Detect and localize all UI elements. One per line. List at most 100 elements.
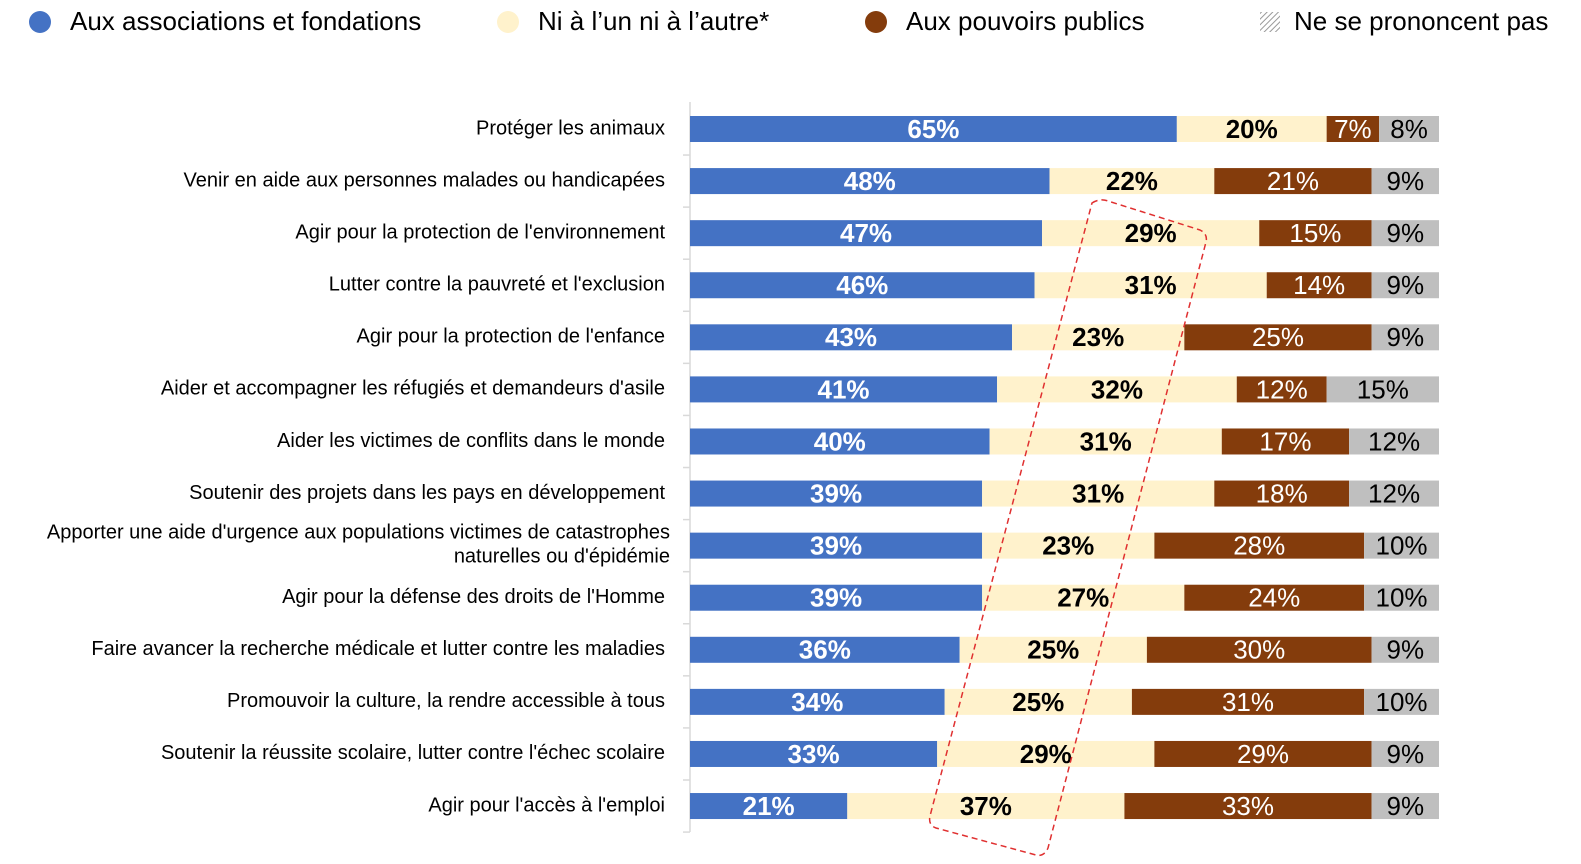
value-label: 29% bbox=[1020, 739, 1072, 769]
category-label: Faire avancer la recherche médicale et l… bbox=[91, 638, 665, 660]
value-label: 9% bbox=[1387, 166, 1425, 196]
legend-label: Ne se prononcent pas bbox=[1294, 6, 1548, 36]
bar-segment bbox=[690, 272, 1035, 299]
value-label: 30% bbox=[1233, 635, 1285, 665]
value-label: 37% bbox=[960, 791, 1012, 821]
legend: Aux associations et fondations Ni à l’un … bbox=[29, 6, 1548, 36]
category-label: Venir en aide aux personnes malades ou h… bbox=[184, 169, 665, 191]
value-label: 40% bbox=[814, 426, 866, 456]
bar-segment bbox=[690, 740, 938, 767]
category-label: Soutenir des projets dans les pays en dé… bbox=[189, 482, 665, 504]
axis-ticks bbox=[683, 154, 690, 833]
value-label: 25% bbox=[1027, 635, 1079, 665]
bar-segment bbox=[1154, 532, 1365, 559]
value-label: 39% bbox=[810, 531, 862, 561]
category-label: Promouvoir la culture, la rendre accessi… bbox=[227, 690, 665, 712]
bar-segment bbox=[1371, 220, 1439, 247]
value-label: 46% bbox=[836, 270, 888, 300]
highlight-annotation bbox=[928, 199, 1208, 857]
value-label: 9% bbox=[1387, 635, 1425, 665]
category-label: Agir pour la protection de l'enfance bbox=[357, 326, 665, 348]
value-label: 17% bbox=[1259, 426, 1311, 456]
bar-segment bbox=[690, 688, 945, 715]
value-label: 28% bbox=[1233, 531, 1285, 561]
legend-swatch bbox=[29, 11, 51, 33]
bar-segment bbox=[1214, 168, 1372, 195]
bar-segment bbox=[1184, 584, 1365, 611]
value-label: 10% bbox=[1376, 687, 1428, 717]
bar-segment bbox=[690, 376, 998, 403]
value-label: 39% bbox=[810, 583, 862, 613]
value-label: 32% bbox=[1091, 374, 1143, 404]
value-label: 23% bbox=[1042, 531, 1094, 561]
value-label: 8% bbox=[1390, 114, 1428, 144]
legend-label: Aux pouvoirs publics bbox=[906, 6, 1144, 36]
value-label: 10% bbox=[1376, 531, 1428, 561]
legend-label: Aux associations et fondations bbox=[70, 6, 421, 36]
value-label: 31% bbox=[1072, 478, 1124, 508]
bar-segment bbox=[690, 480, 983, 507]
bar-segment bbox=[1012, 324, 1185, 351]
value-label: 24% bbox=[1248, 583, 1300, 613]
bar-segment bbox=[1184, 324, 1372, 351]
bar-segment bbox=[1371, 324, 1439, 351]
legend-label: Ni à l’un ni à l’autre* bbox=[538, 6, 769, 36]
value-label: 14% bbox=[1293, 270, 1345, 300]
bar-segment bbox=[1176, 116, 1327, 142]
value-label: 10% bbox=[1376, 583, 1428, 613]
category-label: Aider et accompagner les réfugiés et dem… bbox=[161, 378, 665, 400]
bar-segment bbox=[1349, 480, 1439, 507]
bar-segment bbox=[1364, 532, 1439, 559]
value-label: 9% bbox=[1387, 322, 1425, 352]
value-label: 43% bbox=[825, 322, 877, 352]
bar-segment bbox=[1371, 740, 1439, 767]
bar-segment bbox=[690, 793, 848, 820]
value-label: 9% bbox=[1387, 218, 1425, 248]
value-label: 15% bbox=[1289, 218, 1341, 248]
bar-segment bbox=[1049, 168, 1215, 195]
bars: Protéger les animaux 65% 20% 7% 8% Venir en a… bbox=[47, 114, 1439, 821]
bar-segment bbox=[690, 532, 983, 559]
bar-segment bbox=[982, 532, 1155, 559]
value-label: 27% bbox=[1057, 583, 1109, 613]
bar-segment bbox=[1371, 793, 1439, 820]
value-label: 15% bbox=[1357, 374, 1409, 404]
bar-segment bbox=[1124, 793, 1372, 820]
bar-segment bbox=[1371, 168, 1439, 195]
bar-segment bbox=[1379, 116, 1439, 142]
bar-segment bbox=[1326, 116, 1380, 142]
bar-segment bbox=[1364, 584, 1439, 611]
value-label: 34% bbox=[791, 687, 843, 717]
value-label: 31% bbox=[1222, 687, 1274, 717]
value-label: 9% bbox=[1387, 739, 1425, 769]
bar-segment bbox=[997, 376, 1237, 403]
value-label: 9% bbox=[1387, 270, 1425, 300]
value-label: 12% bbox=[1368, 426, 1420, 456]
value-label: 18% bbox=[1256, 478, 1308, 508]
value-label: 12% bbox=[1368, 478, 1420, 508]
bar-segment bbox=[690, 584, 983, 611]
bar-segment bbox=[959, 636, 1147, 663]
category-label: Agir pour la défense des droits de l'Hom… bbox=[282, 586, 665, 608]
value-label: 47% bbox=[840, 218, 892, 248]
value-label: 29% bbox=[1237, 739, 1289, 769]
value-label: 41% bbox=[818, 374, 870, 404]
value-label: 23% bbox=[1072, 322, 1124, 352]
legend-swatch bbox=[1260, 12, 1280, 32]
bar-segment bbox=[1221, 428, 1350, 455]
bar-segment bbox=[1371, 272, 1439, 299]
category-label: Agir pour l'accès à l'emploi bbox=[428, 794, 665, 816]
bar-segment bbox=[690, 116, 1177, 142]
bar-segment bbox=[982, 584, 1185, 611]
value-label: 33% bbox=[788, 739, 840, 769]
value-label: 25% bbox=[1252, 322, 1304, 352]
value-label: 21% bbox=[743, 791, 795, 821]
bar-segment bbox=[1371, 636, 1439, 663]
bar-segment bbox=[847, 793, 1125, 820]
bar-segment bbox=[1259, 220, 1372, 247]
category-label: Aider les victimes de conflits dans le m… bbox=[277, 430, 665, 452]
bar-segment bbox=[1349, 428, 1439, 455]
bar-segment bbox=[1326, 376, 1439, 403]
value-label: 33% bbox=[1222, 791, 1274, 821]
